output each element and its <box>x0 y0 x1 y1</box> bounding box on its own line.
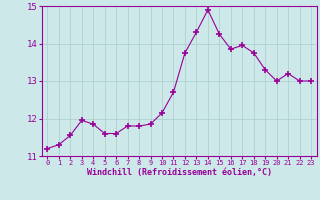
X-axis label: Windchill (Refroidissement éolien,°C): Windchill (Refroidissement éolien,°C) <box>87 168 272 177</box>
